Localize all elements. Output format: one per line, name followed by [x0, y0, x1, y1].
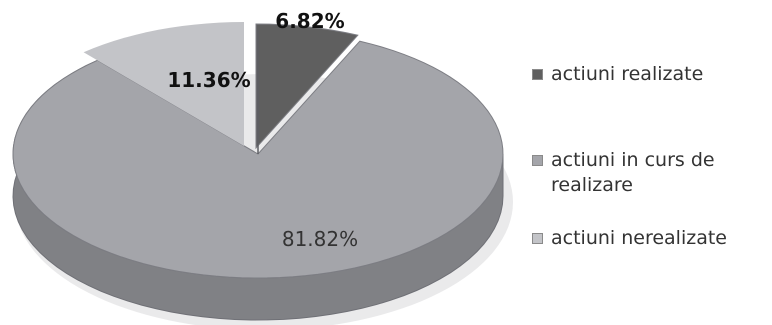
- pie-slice-realizate: [255, 23, 359, 150]
- pie-slice-nerealizate: [83, 22, 244, 146]
- legend-label-nerealizate: actiuni nerealizate: [551, 227, 727, 249]
- legend-swatch-realizate: [532, 69, 543, 80]
- legend-item-in-curs: actiuni in curs de realizare: [532, 148, 761, 198]
- data-label-realizate: 6.82%: [275, 9, 344, 33]
- data-label-in-curs: 81.82%: [282, 227, 358, 251]
- legend-item-realizate: actiuni realizate: [532, 62, 761, 87]
- legend-label-in-curs: actiuni in curs de realizare: [551, 149, 715, 196]
- legend-swatch-in-curs: [532, 155, 543, 166]
- legend-label-realizate: actiuni realizate: [551, 63, 704, 85]
- data-label-nerealizate: 11.36%: [167, 68, 250, 92]
- legend-swatch-nerealizate: [532, 233, 543, 244]
- pie-slice-in-curs: [12, 40, 504, 279]
- legend-item-nerealizate: actiuni nerealizate: [532, 226, 761, 251]
